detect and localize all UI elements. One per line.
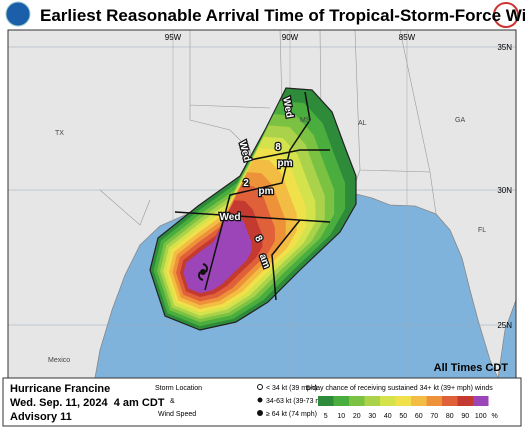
scale-swatch [380, 396, 396, 406]
lon-label: 90W [282, 33, 299, 42]
place-label: FL [478, 227, 486, 234]
scale-swatch [426, 396, 442, 406]
scale-swatch [411, 396, 427, 406]
lat-label: 25N [497, 321, 512, 330]
issue-time: Wed. Sep. 11, 2024 4 am CDT [10, 397, 165, 409]
scale-swatch [333, 396, 349, 406]
key-title: Wind Speed [158, 411, 196, 418]
contour-lines [174, 91, 331, 301]
scale-label: 100 [475, 413, 487, 420]
footer: Hurricane Francine Wed. Sep. 11, 2024 4 … [2, 377, 522, 427]
scale-label: 50 [399, 413, 407, 420]
scale-label: 80 [446, 413, 454, 420]
scale-label: 40 [384, 413, 392, 420]
key-title: & [170, 398, 175, 405]
scale-label: 5 [324, 413, 328, 420]
scale-label: 90 [461, 413, 469, 420]
scale-swatch [473, 396, 489, 406]
storm-symbol [198, 263, 208, 281]
scale-label: 70 [430, 413, 438, 420]
scale-label: 30 [368, 413, 376, 420]
lat-label: 35N [497, 43, 512, 52]
place-label: TX [55, 130, 64, 137]
scale-label: 10 [337, 413, 345, 420]
contour-label: Wed [220, 212, 241, 223]
scale-unit: % [492, 413, 498, 420]
key-icon [257, 397, 263, 403]
advisory: Advisory 11 [10, 411, 72, 423]
map [7, 29, 517, 379]
key-item: 34-63 kt (39-73 mph) [266, 398, 331, 405]
key-item: ≥ 64 kt (74 mph) [266, 411, 317, 418]
contour-label: pm [259, 186, 274, 197]
scale-swatch [318, 396, 334, 406]
key-icon [257, 384, 263, 390]
contour-label: Wed [280, 96, 294, 119]
contour-label: 8 [275, 142, 281, 153]
key-icon [257, 410, 263, 416]
scale-swatch [364, 396, 380, 406]
place-label: MS [300, 117, 311, 124]
place-label: Mexico [48, 357, 70, 364]
scale-label: 20 [353, 413, 361, 420]
lon-label: 95W [165, 33, 182, 42]
key-item: < 34 kt (39 mph) [266, 385, 317, 392]
scale-swatch [395, 396, 411, 406]
time-note: All Times CDT [434, 362, 509, 374]
noaa-logo [5, 1, 31, 27]
title: Earliest Reasonable Arrival Time of Trop… [40, 6, 525, 25]
scale-swatch [457, 396, 473, 406]
lon-label: 85W [399, 33, 416, 42]
lat-label: 30N [497, 186, 512, 195]
scale-swatch [349, 396, 365, 406]
place-label: GA [455, 117, 465, 124]
contour-label: pm [278, 158, 293, 169]
scale-label: 60 [415, 413, 423, 420]
storm-name: Hurricane Francine [10, 383, 110, 395]
place-label: AL [358, 120, 367, 127]
key-title: Storm Location [155, 385, 202, 392]
scale-title: 5-day chance of receiving sustained 34+ … [306, 385, 493, 392]
contour-label: 2 [243, 178, 249, 189]
scale-swatch [442, 396, 458, 406]
nws-logo [493, 2, 519, 28]
